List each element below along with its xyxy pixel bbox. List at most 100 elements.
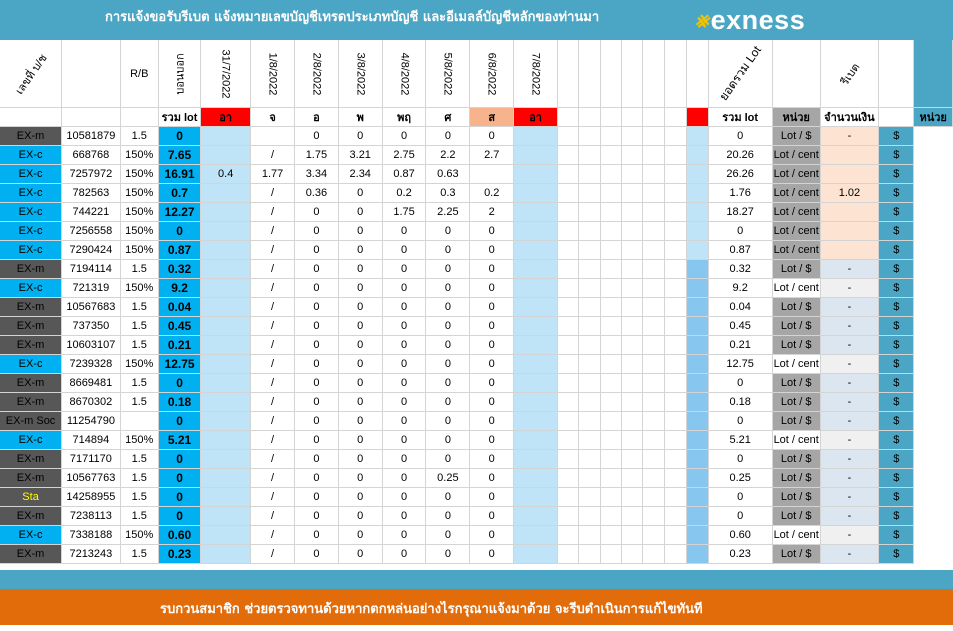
- empty-cell: [578, 221, 601, 241]
- empty-cell: [578, 297, 601, 317]
- day-value: 0: [425, 259, 471, 279]
- total-lot: 9.2: [708, 278, 773, 298]
- unit-value: Lot / $: [772, 259, 821, 279]
- empty-cell: [578, 411, 601, 431]
- empty-cell: [600, 221, 623, 241]
- empty-cell: [686, 468, 709, 488]
- rb-value: 150%: [120, 202, 159, 222]
- rebate-amount: -: [820, 373, 880, 393]
- empty-cell: [621, 126, 644, 146]
- rb-value: 150%: [120, 525, 159, 545]
- table-row: EX-c 721319 150% 9.2/0 0 0 0 0 9.2 Lot / cent - $: [0, 278, 953, 298]
- day-value: 0.25: [425, 468, 471, 488]
- rebate-amount: [820, 202, 880, 222]
- empty-cell: [664, 335, 687, 355]
- day-value: 0: [425, 544, 471, 564]
- account-type: EX-m: [0, 392, 63, 412]
- day-value: [513, 316, 558, 336]
- dollar-unit: $: [878, 506, 915, 526]
- empty-cell: [664, 449, 687, 469]
- rb-value: 150%: [120, 354, 159, 374]
- day-value: [200, 525, 252, 545]
- day-value: 0: [382, 221, 427, 241]
- day-value: 0: [294, 202, 339, 222]
- day-value: 0: [382, 297, 427, 317]
- empty-cell: [664, 392, 687, 412]
- day-value: /: [250, 411, 295, 431]
- empty-cell: [621, 525, 644, 545]
- day-value: [200, 411, 252, 431]
- day-value: 0: [338, 544, 383, 564]
- day-mon: จ: [250, 107, 295, 127]
- table-row: EX-m 8669481 1.5 0/0 0 0 0 0 0 Lot / $ - $: [0, 373, 953, 393]
- header-row: เลขที่ บ/ช R/B บอนบอก 31/7/2022 1/8/2022…: [0, 40, 953, 108]
- day-sun: อา: [200, 107, 252, 127]
- empty-cell: [600, 487, 623, 507]
- day-value: 0: [469, 297, 515, 317]
- day-value: [513, 354, 558, 374]
- empty-cell: [557, 164, 580, 184]
- empty-cell: [686, 335, 709, 355]
- empty-cell: [664, 183, 687, 203]
- dollar-unit: $: [878, 183, 915, 203]
- day-value: 0: [382, 259, 427, 279]
- empty-cell: [557, 240, 580, 260]
- rebate-amount: -: [820, 487, 880, 507]
- account-number: 7290424: [61, 240, 121, 260]
- empty-cell: [664, 525, 687, 545]
- total-lot: 0.32: [708, 259, 773, 279]
- day-value: /: [250, 354, 295, 374]
- dollar-unit: $: [878, 411, 915, 431]
- day-value: 0.36: [294, 183, 339, 203]
- day-value: [200, 221, 252, 241]
- empty-cell: [578, 468, 601, 488]
- day-value: /: [250, 506, 295, 526]
- day-value: /: [250, 278, 295, 298]
- day-value: /: [250, 544, 295, 564]
- day-value: [513, 525, 558, 545]
- empty-cell: [600, 506, 623, 526]
- day-value: 0: [425, 373, 471, 393]
- bottom-spacer: [0, 570, 953, 589]
- empty-cell: [600, 316, 623, 336]
- unit-value: Lot / $: [772, 126, 821, 146]
- rebate-amount: -: [820, 544, 880, 564]
- total-lot: 0.21: [708, 335, 773, 355]
- account-number: 7194114: [61, 259, 121, 279]
- empty-cell: [664, 145, 687, 165]
- rb-value: 1.5: [120, 468, 159, 488]
- empty-cell: [642, 354, 666, 374]
- empty-cell: [621, 354, 644, 374]
- sum-lot: 0.23: [158, 544, 202, 564]
- empty-cell: [578, 544, 601, 564]
- account-number: 10567683: [61, 297, 121, 317]
- rb-value: 150%: [120, 164, 159, 184]
- day-value: 0: [425, 506, 471, 526]
- day-value: 0: [469, 468, 515, 488]
- account-number: 14258955: [61, 487, 121, 507]
- day-value: 3.34: [294, 164, 339, 184]
- day-value: /: [250, 259, 295, 279]
- day-value: [513, 259, 558, 279]
- rb-value: 150%: [120, 221, 159, 241]
- empty-cell: [686, 183, 709, 203]
- dollar-unit: $: [878, 430, 915, 450]
- empty-cell: [557, 430, 580, 450]
- day-value: /: [250, 392, 295, 412]
- day-value: 1.75: [382, 202, 427, 222]
- day-value: 0: [338, 183, 383, 203]
- account-type: EX-c: [0, 221, 63, 241]
- unit-value: Lot / cent: [772, 221, 821, 241]
- data-rows: EX-m 10581879 1.5 0 0 0 0 0 0 0 Lot / $ - $ EX-c 66876…: [0, 126, 953, 564]
- empty-cell: [642, 449, 666, 469]
- day-value: 0: [469, 278, 515, 298]
- rebate-amount: -: [820, 449, 880, 469]
- dollar-unit: $: [878, 259, 915, 279]
- empty-cell: [621, 202, 644, 222]
- empty-cell: [686, 278, 709, 298]
- table-row: EX-m 7238113 1.5 0/0 0 0 0 0 0 Lot / $ - $: [0, 506, 953, 526]
- unit-value: Lot / $: [772, 449, 821, 469]
- day-value: [200, 126, 252, 146]
- empty-cell: [686, 316, 709, 336]
- sum-lot: 0.45: [158, 316, 202, 336]
